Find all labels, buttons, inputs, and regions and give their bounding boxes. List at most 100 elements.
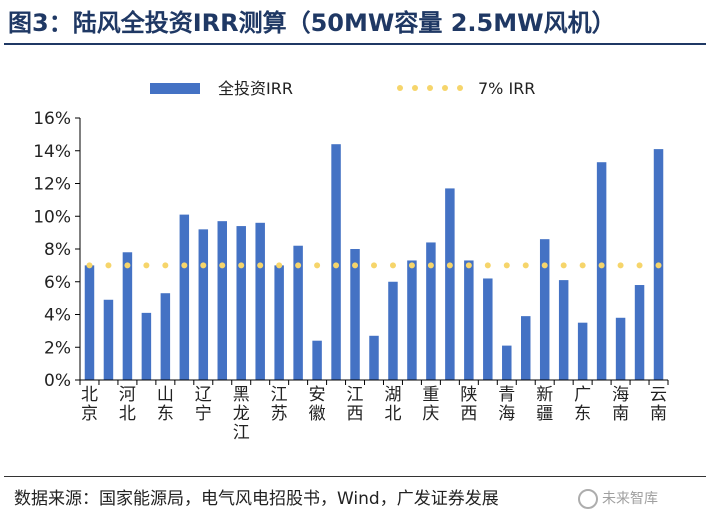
x-tick-label: 北京 — [81, 385, 98, 424]
x-tick-label-char: 疆 — [536, 404, 553, 424]
x-tick-label: 新疆 — [536, 385, 553, 424]
x-tick-label-char: 苏 — [271, 404, 288, 424]
bar — [236, 226, 246, 380]
reference-dot — [371, 262, 377, 269]
bar — [217, 221, 227, 380]
source-note: 数据来源：国家能源局，电气风电招股书，Wind，广发证券发展 — [14, 489, 499, 509]
x-tick-label-char: 青 — [498, 385, 515, 405]
bar — [160, 293, 171, 380]
legend-reference-dot — [397, 85, 403, 91]
source-divider — [4, 476, 706, 477]
x-tick-label-char: 南 — [612, 404, 629, 424]
x-tick-label: 海南 — [612, 385, 629, 424]
x-tick-label: 湖北 — [384, 385, 401, 424]
bar — [274, 265, 284, 380]
bar — [558, 280, 569, 380]
chart-legend: 全投资IRR 7% IRR — [150, 79, 535, 98]
x-tick-label: 安徽 — [309, 385, 326, 424]
x-tick-label-char: 广 — [574, 385, 591, 405]
bar — [539, 239, 550, 380]
x-tick-label-char: 海 — [612, 385, 629, 405]
reference-dot — [200, 262, 207, 269]
reference-dot — [162, 262, 169, 269]
y-tick-label: 10% — [33, 207, 71, 227]
x-tick-label-char: 北 — [384, 404, 401, 424]
x-tick-label-char: 江 — [347, 385, 364, 405]
bar — [179, 214, 190, 380]
reference-dot — [333, 262, 340, 269]
bar — [426, 242, 436, 380]
x-tick-label-char: 湖 — [384, 385, 401, 405]
bar — [483, 278, 493, 380]
reference-dot — [295, 262, 302, 269]
bar — [255, 222, 265, 380]
wechat-logo-icon — [578, 489, 598, 509]
reference-dot — [484, 262, 491, 269]
x-tick-label: 辽宁 — [195, 385, 212, 424]
x-tick-label: 山东 — [157, 385, 174, 424]
x-tick-label-char: 西 — [347, 404, 364, 424]
bar — [312, 340, 322, 380]
reference-dot — [579, 262, 586, 269]
bar — [596, 162, 607, 380]
x-tick-label-char: 河 — [119, 385, 136, 405]
bar — [122, 252, 133, 380]
bar — [84, 265, 95, 380]
x-tick-label: 重庆 — [422, 385, 439, 424]
bar — [350, 249, 360, 380]
y-tick-label: 14% — [33, 142, 71, 162]
reference-dot — [617, 262, 624, 269]
legend-reference-dot — [442, 85, 448, 91]
bar — [103, 299, 114, 380]
y-tick-label: 8% — [44, 240, 71, 260]
x-tick-label-char: 安 — [309, 385, 326, 405]
bar — [293, 245, 303, 380]
x-tick-label: 青海 — [498, 385, 515, 424]
bar-series — [84, 144, 664, 380]
x-tick-label-char: 云 — [650, 385, 667, 405]
bar — [388, 281, 398, 380]
legend-reference-dot — [427, 85, 433, 91]
reference-dot — [503, 262, 510, 269]
x-tick-label-char: 南 — [650, 404, 667, 424]
y-tick-label: 4% — [44, 306, 71, 326]
reference-dot — [541, 262, 548, 269]
x-tick-label: 广东 — [574, 385, 591, 424]
title-divider — [4, 43, 706, 45]
watermark: 未来智库 — [578, 484, 706, 514]
reference-dot — [276, 262, 283, 269]
legend-reference-dot — [457, 85, 463, 91]
x-tick-label: 河北 — [119, 385, 136, 424]
bar — [502, 345, 512, 380]
reference-dot — [446, 262, 453, 269]
bar — [369, 335, 379, 380]
legend-label-irr: 全投资IRR — [218, 79, 293, 98]
bar — [634, 285, 645, 380]
reference-dot — [560, 262, 567, 269]
x-tick-label-char: 黑 — [233, 385, 250, 405]
bar — [521, 316, 531, 380]
reference-dot — [636, 262, 643, 269]
x-tick-label-char: 东 — [157, 404, 174, 424]
reference-dot — [352, 262, 359, 269]
bar — [577, 322, 588, 380]
x-tick-label-char: 江 — [233, 423, 250, 443]
bar — [331, 144, 341, 380]
reference-dot — [408, 262, 415, 269]
reference-dot — [655, 262, 662, 269]
x-tick-label-char: 山 — [157, 385, 174, 405]
reference-dot — [238, 262, 245, 269]
reference-dot — [314, 262, 321, 269]
bar — [141, 312, 152, 380]
x-tick-label: 江西 — [347, 385, 364, 424]
reference-dot — [143, 262, 150, 269]
reference-dot — [181, 262, 188, 269]
reference-dot — [465, 262, 472, 269]
reference-dot — [598, 262, 605, 269]
x-tick-label-char: 辽 — [195, 385, 212, 405]
reference-dot — [124, 262, 131, 269]
x-tick-label-char: 北 — [81, 385, 98, 405]
reference-line-7pct — [86, 262, 662, 269]
reference-dot — [105, 262, 112, 269]
